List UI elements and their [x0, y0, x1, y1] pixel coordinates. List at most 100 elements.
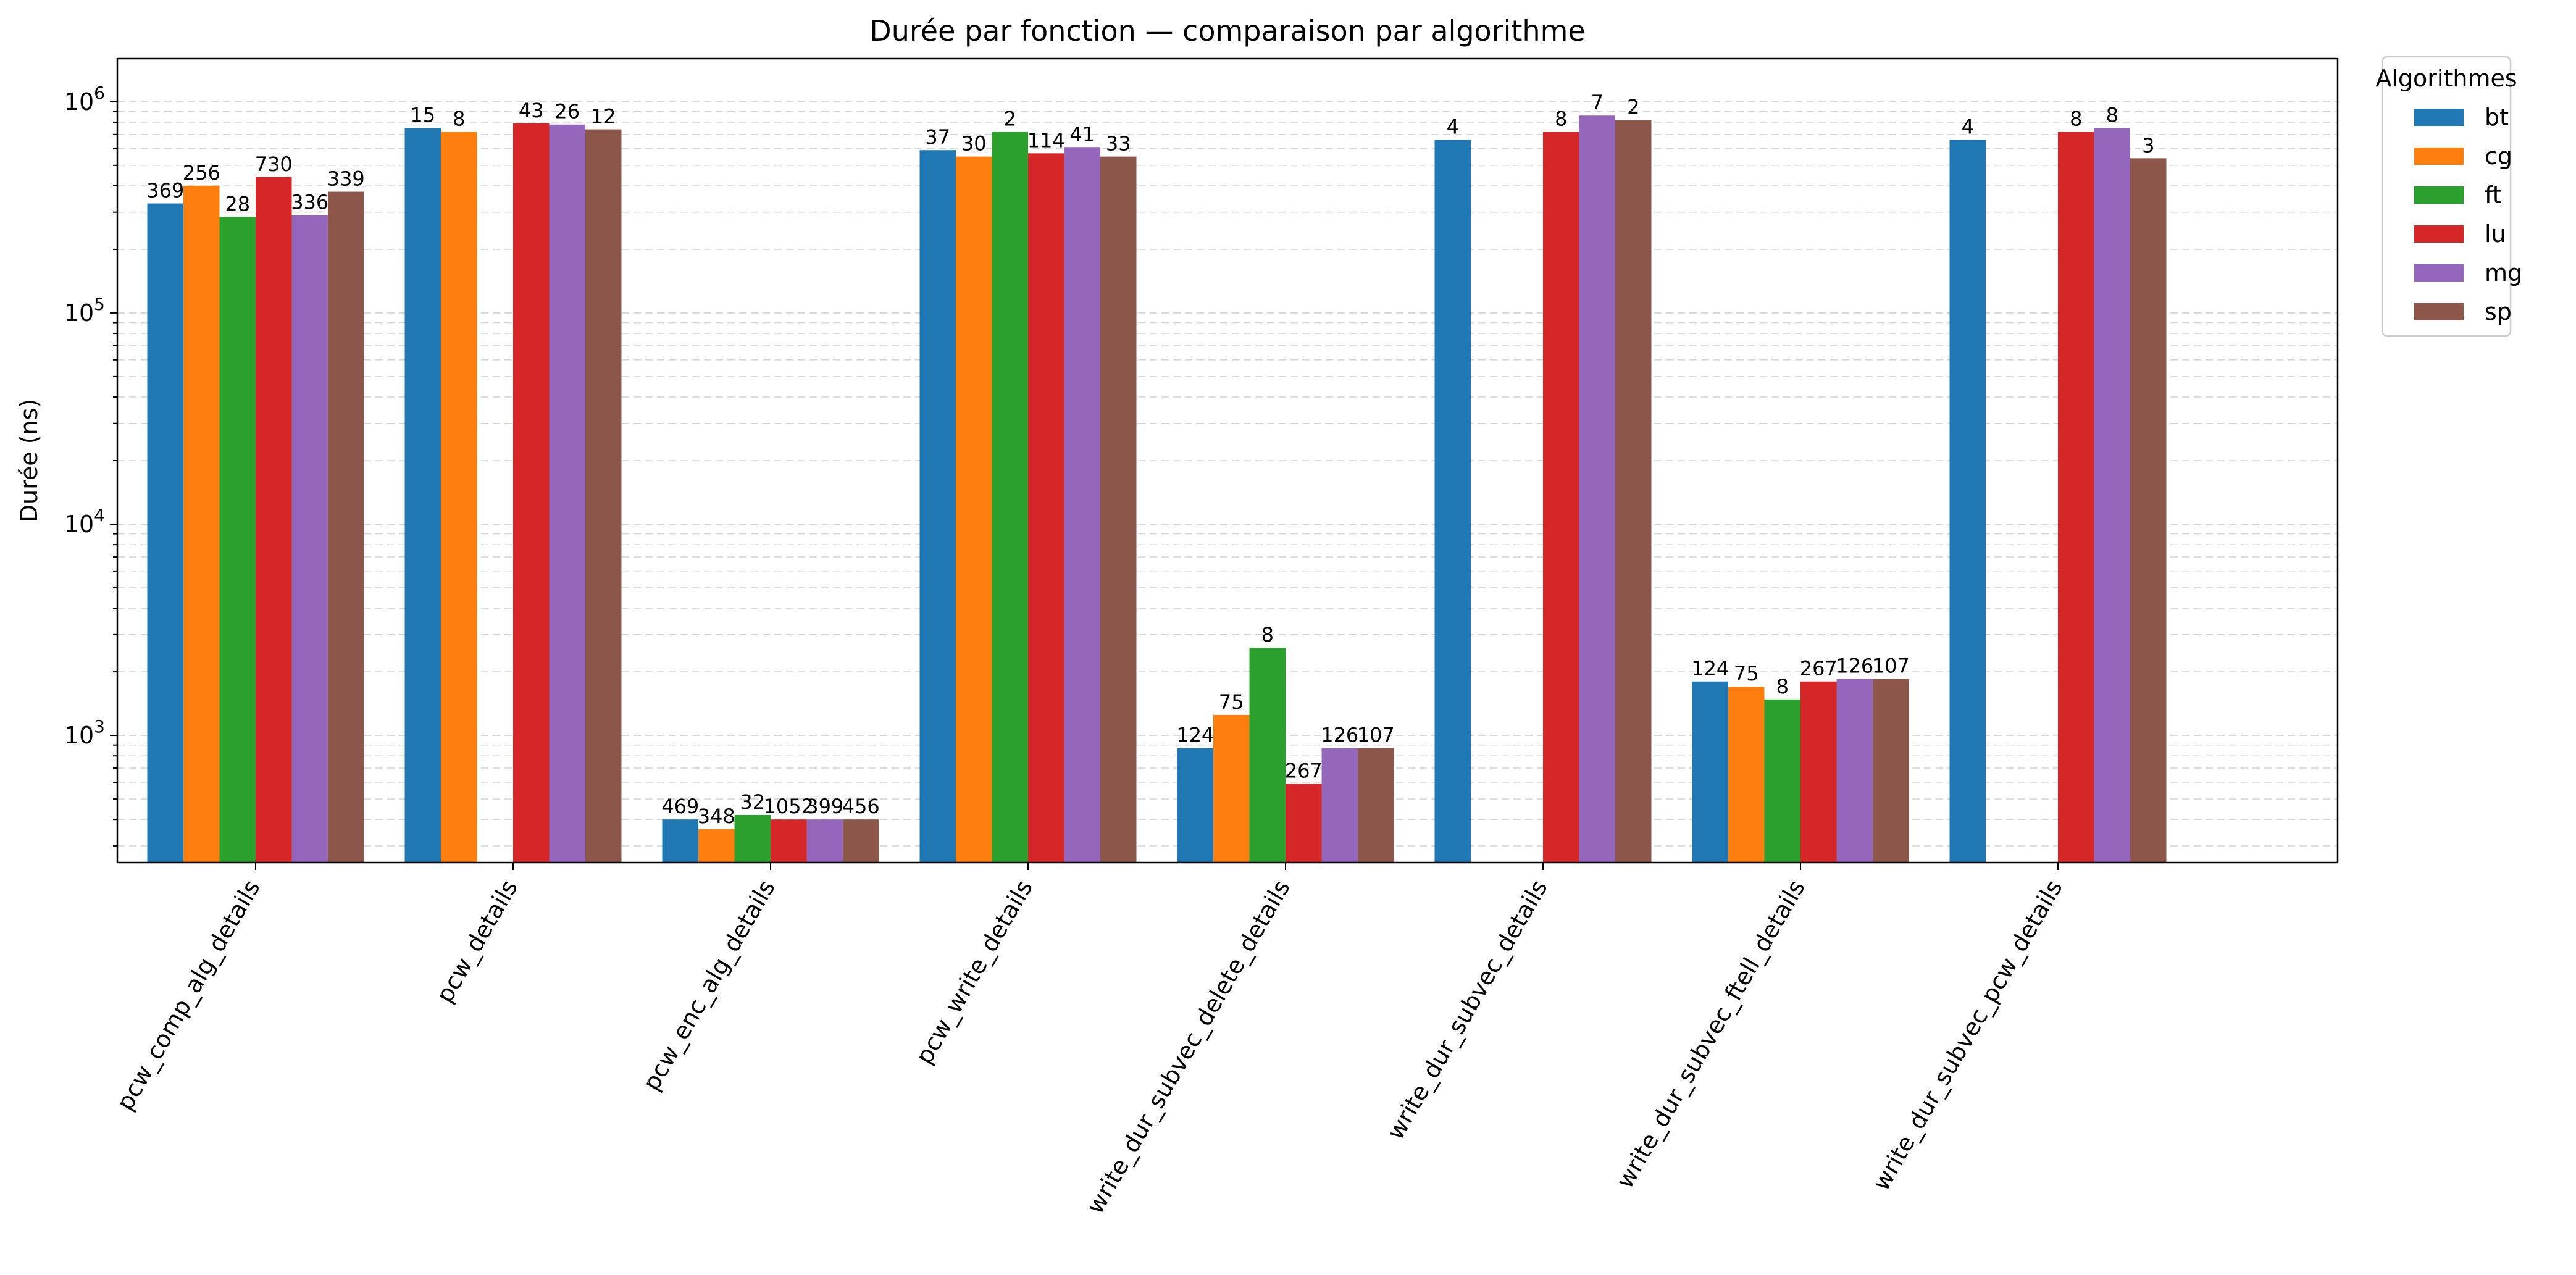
bar-label: 8	[2070, 107, 2082, 131]
bar-label: 4	[1962, 115, 1974, 139]
bar-label: 41	[1069, 122, 1095, 146]
bar-label: 256	[183, 161, 220, 185]
bar-label: 15	[410, 104, 435, 127]
bar-cg-write_dur_subvec_ftell_details	[1728, 687, 1765, 863]
bar-sp-pcw_comp_alg_details	[328, 191, 364, 863]
bar-bt-write_dur_subvec_delete_details	[1177, 748, 1213, 863]
bar-label: 7	[1591, 91, 1604, 114]
bar-label: 2	[1004, 107, 1016, 131]
bar-bt-write_dur_subvec_pcw_details	[1949, 140, 1986, 863]
bar-label: 469	[661, 795, 699, 818]
y-tick-label: 104	[64, 505, 105, 538]
bar-lu-pcw_write_details	[1028, 153, 1064, 863]
bar-lu-pcw_details	[513, 123, 550, 863]
bar-bt-pcw_comp_alg_details	[147, 203, 183, 863]
bar-label: 3	[2142, 133, 2154, 157]
bar-ft-write_dur_subvec_ftell_details	[1764, 699, 1800, 863]
y-tick-exponent: 4	[94, 505, 105, 525]
bar-mg-pcw_write_details	[1064, 147, 1100, 863]
bar-sp-write_dur_subvec_delete_details	[1358, 748, 1394, 863]
bar-mg-pcw_comp_alg_details	[291, 215, 328, 863]
bar-label: 124	[1176, 724, 1214, 747]
y-tick-base: 10	[64, 722, 94, 749]
bar-ft-pcw_write_details	[992, 132, 1028, 863]
bar-mg-pcw_enc_alg_details	[806, 819, 843, 863]
y-axis-label: Durée (ns)	[15, 399, 43, 523]
y-tick-label: 103	[64, 716, 105, 749]
bar-label: 32	[740, 790, 765, 814]
bar-label: 4	[1447, 115, 1459, 139]
bar-mg-pcw_details	[549, 124, 585, 863]
bar-mg-write_dur_subvec_pcw_details	[2094, 128, 2130, 863]
bar-label: 8	[1555, 107, 1567, 131]
bar-label: 107	[1872, 654, 1910, 678]
bar-sp-write_dur_subvec_pcw_details	[2130, 158, 2167, 863]
bar-ft-pcw_comp_alg_details	[219, 217, 256, 863]
y-tick-base: 10	[64, 299, 94, 327]
legend-swatch-lu	[2414, 225, 2464, 243]
bar-label: 114	[1027, 128, 1065, 152]
bar-label: 75	[1734, 662, 1759, 685]
legend-label-bt: bt	[2485, 104, 2509, 131]
bar-cg-write_dur_subvec_delete_details	[1213, 714, 1250, 863]
legend-label-lu: lu	[2485, 220, 2506, 248]
bar-cg-pcw_enc_alg_details	[698, 829, 735, 863]
bar-label: 339	[327, 167, 365, 191]
bar-lu-write_dur_subvec_delete_details	[1286, 784, 1322, 863]
bars-layer	[147, 115, 2167, 863]
legend-swatch-cg	[2414, 148, 2464, 165]
bar-label: 124	[1691, 657, 1729, 680]
bar-mg-write_dur_subvec_delete_details	[1321, 748, 1358, 863]
y-tick-exponent: 6	[94, 83, 105, 103]
legend-label-ft: ft	[2485, 182, 2502, 209]
bar-mg-write_dur_subvec_details	[1579, 115, 1615, 863]
bar-sp-write_dur_subvec_ftell_details	[1873, 679, 1909, 863]
y-tick-base: 10	[64, 511, 94, 538]
legend-label-cg: cg	[2485, 143, 2512, 170]
bar-bt-pcw_details	[404, 128, 441, 863]
bar-label: 12	[591, 105, 616, 128]
legend: Algorithmes bt cg ft lu mg sp	[2375, 56, 2522, 337]
bar-sp-pcw_details	[585, 129, 622, 863]
bar-label: 8	[2106, 104, 2118, 127]
bar-lu-write_dur_subvec_details	[1543, 132, 1579, 863]
legend-swatch-ft	[2414, 186, 2464, 204]
bar-cg-pcw_write_details	[956, 156, 992, 863]
y-tick-base: 10	[64, 88, 94, 115]
bar-label: 126	[1321, 724, 1358, 747]
legend-label-mg: mg	[2485, 259, 2522, 286]
bar-bt-pcw_write_details	[919, 150, 956, 863]
bar-sp-pcw_enc_alg_details	[843, 819, 879, 863]
y-tick-label: 106	[64, 83, 105, 115]
bar-sp-pcw_write_details	[1100, 156, 1137, 863]
y-tick-exponent: 5	[94, 294, 105, 314]
bar-sp-write_dur_subvec_details	[1615, 120, 1652, 863]
legend-items: bt cg ft lu mg sp	[2414, 104, 2522, 325]
bar-label: 348	[698, 805, 735, 828]
bar-mg-write_dur_subvec_ftell_details	[1836, 679, 1873, 863]
bar-cg-pcw_details	[441, 132, 477, 863]
bar-label: 8	[453, 107, 465, 131]
legend-swatch-mg	[2414, 264, 2464, 282]
bar-lu-write_dur_subvec_pcw_details	[2058, 132, 2094, 863]
bar-bt-pcw_enc_alg_details	[662, 819, 698, 863]
bar-label: 8	[1776, 675, 1789, 698]
bar-label: 369	[146, 179, 184, 203]
bar-label: 456	[842, 795, 880, 818]
bar-label: 730	[255, 153, 293, 176]
y-tick-label: 105	[64, 294, 105, 327]
bar-ft-write_dur_subvec_delete_details	[1249, 648, 1286, 863]
bar-lu-pcw_enc_alg_details	[771, 819, 807, 863]
bar-label: 399	[806, 795, 843, 818]
legend-swatch-bt	[2414, 109, 2464, 126]
bar-lu-write_dur_subvec_ftell_details	[1800, 681, 1837, 863]
chart-title: Durée par fonction — comparaison par alg…	[869, 14, 1585, 48]
bar-bt-write_dur_subvec_ftell_details	[1692, 681, 1728, 863]
bar-label: 28	[225, 192, 250, 215]
y-tick-exponent: 3	[94, 716, 105, 737]
bar-label: 8	[1261, 623, 1274, 646]
bar-bt-write_dur_subvec_details	[1434, 140, 1471, 863]
